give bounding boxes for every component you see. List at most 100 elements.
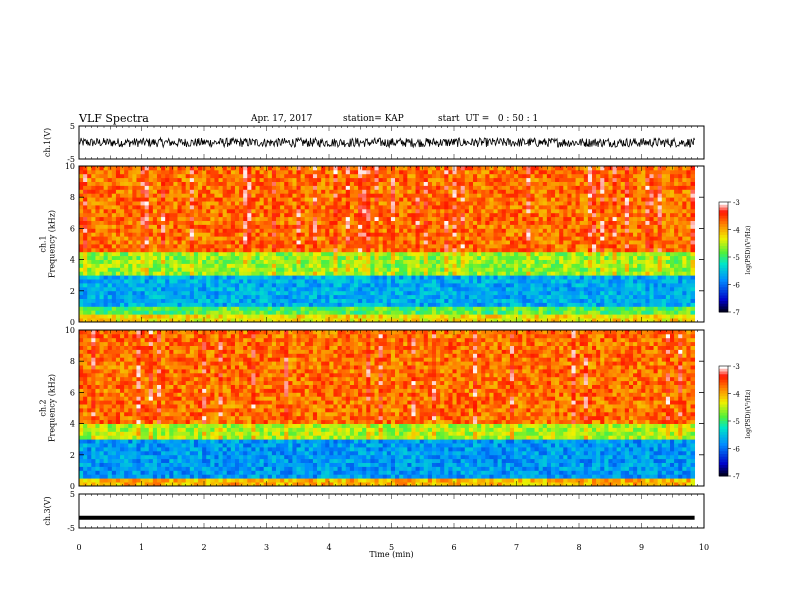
spectrogram-cell	[345, 247, 351, 253]
spectrogram-cell	[210, 251, 215, 257]
spectrogram-cell	[518, 244, 523, 249]
spectrogram-cell	[456, 201, 462, 206]
spectrogram-cell	[312, 185, 318, 190]
spectrogram-cell	[514, 220, 519, 225]
spectrogram-cell	[530, 216, 535, 221]
spectrogram-cell	[276, 294, 281, 299]
spectrogram-cell	[317, 208, 322, 214]
spectrogram-cell	[276, 166, 281, 171]
spectrogram-cell	[514, 173, 519, 179]
spectrogram-cell	[563, 275, 568, 280]
spectrogram-cell	[497, 193, 503, 198]
spectrogram-cell	[284, 240, 289, 245]
spectrogram-cell	[345, 189, 351, 194]
spectrogram-cell	[530, 240, 535, 245]
spectrogram-cell	[374, 314, 379, 319]
spectrogram-cell	[485, 259, 490, 264]
spectrogram-cell	[202, 279, 207, 284]
spectrogram-cell	[374, 302, 379, 307]
spectrogram-cell	[144, 314, 150, 319]
spectrogram-cell	[140, 166, 146, 171]
spectrogram-cell	[485, 193, 490, 198]
spectrogram-cell	[156, 298, 162, 303]
spectrogram-cell	[526, 224, 531, 229]
spectrogram-cell	[202, 302, 207, 307]
spectrogram-cell	[448, 244, 453, 249]
spectrogram-cell	[83, 220, 88, 225]
spectrogram-cell	[198, 271, 203, 276]
spectrogram-cell	[234, 259, 240, 264]
spectrogram-cell	[144, 318, 150, 323]
spectrogram-cell	[333, 318, 338, 323]
spectrogram-cell	[198, 283, 203, 288]
spectrogram-cell	[390, 259, 396, 264]
spectrogram-cell	[99, 228, 105, 233]
spectrogram-cell	[206, 166, 211, 171]
spectrogram-cell	[509, 166, 515, 171]
spectrogram-cell	[333, 197, 338, 202]
spectrogram-cell	[239, 216, 244, 221]
spectrogram-cell	[514, 177, 519, 182]
spectrogram-cell	[395, 177, 400, 182]
spectrogram-cell	[534, 318, 540, 323]
spectrogram-cell	[239, 306, 244, 311]
spectrogram-cell	[423, 267, 429, 272]
spectrogram-cell	[481, 185, 486, 190]
spectrogram-cell	[489, 173, 494, 179]
spectrogram-cell	[259, 279, 265, 284]
spectrogram-cell	[185, 306, 191, 311]
spectrogram-cell	[526, 255, 531, 260]
spectrogram-cell	[431, 224, 437, 229]
spectrogram-cell	[485, 177, 490, 182]
spectrogram-cell	[263, 259, 269, 264]
spectrogram-cell	[456, 185, 462, 190]
spectrogram-cell	[226, 240, 232, 245]
spectrogram-cell	[271, 208, 277, 214]
spectrogram-cell	[477, 267, 482, 272]
spectrogram-cell	[128, 314, 133, 319]
spectrogram-cell	[567, 302, 572, 307]
spectrogram-cell	[407, 314, 412, 319]
spectrogram-cell	[440, 185, 445, 190]
spectrogram-cell	[103, 212, 109, 218]
spectrogram-cell	[128, 236, 133, 241]
spectrogram-cell	[530, 247, 535, 253]
spectrogram-cell	[423, 318, 429, 323]
spectrogram-cell	[312, 255, 318, 260]
spectrogram-cell	[390, 267, 396, 272]
spectrogram-cell	[390, 193, 396, 198]
spectrogram-cell	[198, 212, 203, 218]
spectrogram-cell	[304, 283, 310, 288]
spectrogram-cell	[378, 177, 384, 182]
spectrogram-cell	[144, 244, 150, 249]
spectrogram-cell	[255, 197, 260, 202]
spectrogram-cell	[395, 263, 400, 268]
spectrogram-cell	[107, 247, 113, 253]
spectrogram-cell	[132, 275, 137, 280]
spectrogram-cell	[415, 263, 421, 268]
spectrogram-cell	[337, 286, 343, 292]
spectrogram-cell	[103, 228, 109, 233]
spectrogram-cell	[522, 220, 527, 225]
spectrogram-cell	[202, 173, 207, 179]
spectrogram-cell	[226, 283, 232, 288]
spectrogram-cell	[193, 193, 199, 198]
spectrogram-cell	[460, 201, 466, 206]
spectrogram-cell	[132, 193, 137, 198]
spectrogram-cell	[489, 271, 494, 276]
spectrogram-cell	[431, 271, 437, 276]
spectrogram-cell	[362, 166, 367, 171]
spectrogram-cell	[358, 283, 363, 288]
spectrogram-cell	[505, 240, 511, 245]
spectrogram-cell	[193, 197, 199, 202]
spectrogram-cell	[518, 177, 523, 182]
spectrogram-cell	[173, 279, 178, 284]
spectrogram-cell	[370, 298, 375, 303]
spectrogram-cell	[144, 259, 150, 264]
spectrogram-cell	[120, 208, 125, 214]
spectrogram-cell	[161, 283, 166, 288]
spectrogram-cell	[485, 205, 490, 210]
spectrogram-cell	[214, 306, 219, 311]
spectrogram-cell	[234, 251, 240, 257]
spectrogram-cell	[382, 201, 388, 206]
